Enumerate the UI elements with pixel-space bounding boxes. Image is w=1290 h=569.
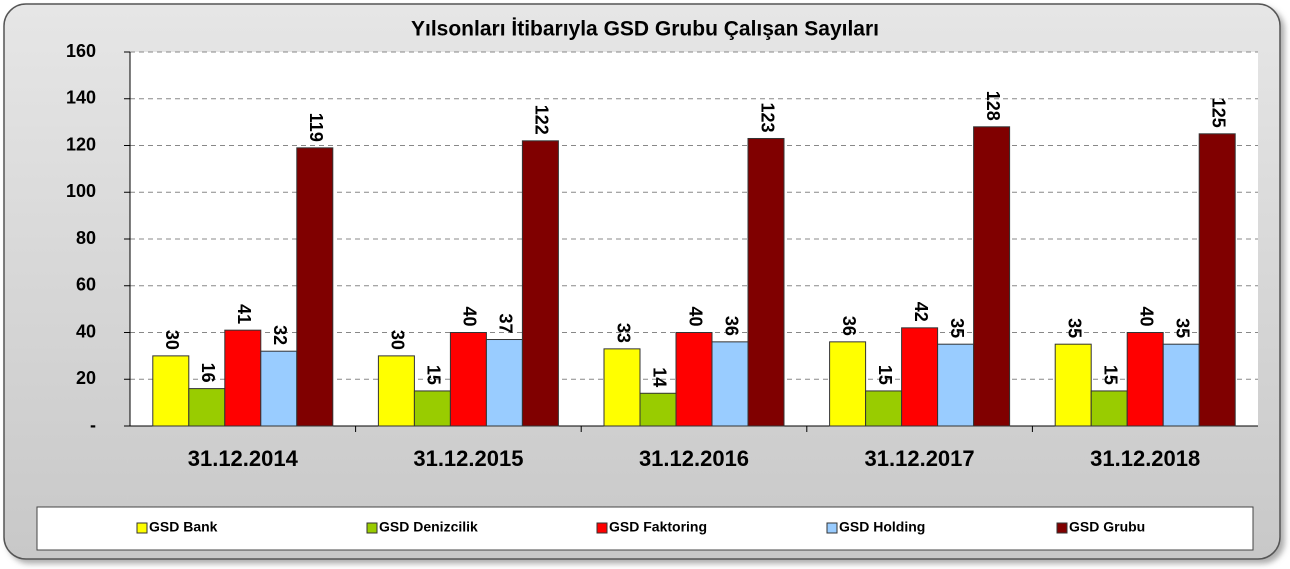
bar	[829, 341, 867, 427]
y-tick-label: 160	[66, 41, 96, 61]
bar	[152, 355, 190, 427]
bar	[224, 329, 262, 427]
value-label: 125	[1208, 98, 1228, 128]
value-label: 40	[1136, 306, 1156, 326]
y-tick-label: 100	[66, 181, 96, 201]
x-tick-label: 31.12.2018	[1090, 446, 1200, 471]
value-label: 35	[1172, 318, 1192, 338]
y-tick-label: 80	[76, 228, 96, 248]
bar	[747, 137, 785, 427]
value-label: 36	[839, 316, 859, 336]
y-tick-label: 60	[76, 275, 96, 295]
y-tick-label: 20	[76, 368, 96, 388]
bar	[973, 126, 1011, 427]
value-label: 15	[875, 365, 895, 385]
value-label: 32	[270, 325, 290, 345]
value-label: 123	[757, 102, 777, 132]
value-label: 128	[983, 91, 1003, 121]
bar	[1054, 343, 1092, 427]
y-tick-label: 40	[76, 321, 96, 341]
y-tick-label: 140	[66, 88, 96, 108]
x-tick-label: 31.12.2014	[188, 446, 299, 471]
y-tick-label: -	[90, 415, 96, 435]
bar	[449, 332, 487, 427]
legend-label: GSD Denizcilik	[379, 519, 478, 535]
bar	[377, 355, 415, 427]
bar	[413, 390, 451, 427]
chart-title: Yılsonları İtibarıyla GSD Grubu Çalışan …	[411, 18, 879, 41]
value-label: 42	[911, 302, 931, 322]
value-label: 119	[306, 113, 326, 142]
legend-label: GSD Bank	[149, 519, 218, 535]
bar	[1162, 343, 1200, 427]
legend-swatch	[596, 522, 608, 534]
value-label: 40	[685, 306, 705, 326]
legend-label: GSD Holding	[839, 519, 925, 535]
bar	[639, 392, 677, 427]
legend-swatch	[1056, 522, 1068, 534]
value-label: 40	[460, 306, 480, 326]
bar	[675, 332, 713, 427]
x-tick-label: 31.12.2016	[639, 446, 749, 471]
x-tick-label: 31.12.2015	[413, 446, 523, 471]
bar	[865, 390, 903, 427]
value-label: 35	[947, 318, 967, 338]
legend-label: GSD Grubu	[1069, 519, 1145, 535]
bar	[485, 339, 523, 427]
value-label: 14	[649, 367, 669, 387]
bar	[711, 341, 749, 427]
bar	[188, 388, 226, 427]
legend	[36, 506, 1254, 551]
value-label: 37	[496, 313, 516, 333]
bar	[937, 343, 975, 427]
value-label: 35	[1064, 318, 1084, 338]
value-label: 15	[424, 365, 444, 385]
bar	[1126, 332, 1164, 427]
bar	[1198, 133, 1236, 427]
value-label: 30	[162, 330, 182, 350]
value-label: 30	[388, 330, 408, 350]
value-label: 33	[613, 323, 633, 343]
legend-label: GSD Faktoring	[609, 519, 707, 535]
bar	[521, 140, 559, 427]
value-label: 15	[1100, 365, 1120, 385]
bar	[296, 147, 334, 427]
bar	[901, 327, 939, 427]
value-label: 36	[721, 316, 741, 336]
value-label: 122	[532, 105, 552, 135]
bar	[260, 350, 298, 427]
value-label: 16	[198, 363, 218, 383]
legend-swatch	[136, 522, 148, 534]
y-tick-label: 120	[66, 134, 96, 154]
bar	[1090, 390, 1128, 427]
x-tick-label: 31.12.2017	[865, 446, 975, 471]
legend-swatch	[366, 522, 378, 534]
legend-swatch	[826, 522, 838, 534]
value-label: 41	[234, 304, 254, 324]
bar	[603, 348, 641, 427]
